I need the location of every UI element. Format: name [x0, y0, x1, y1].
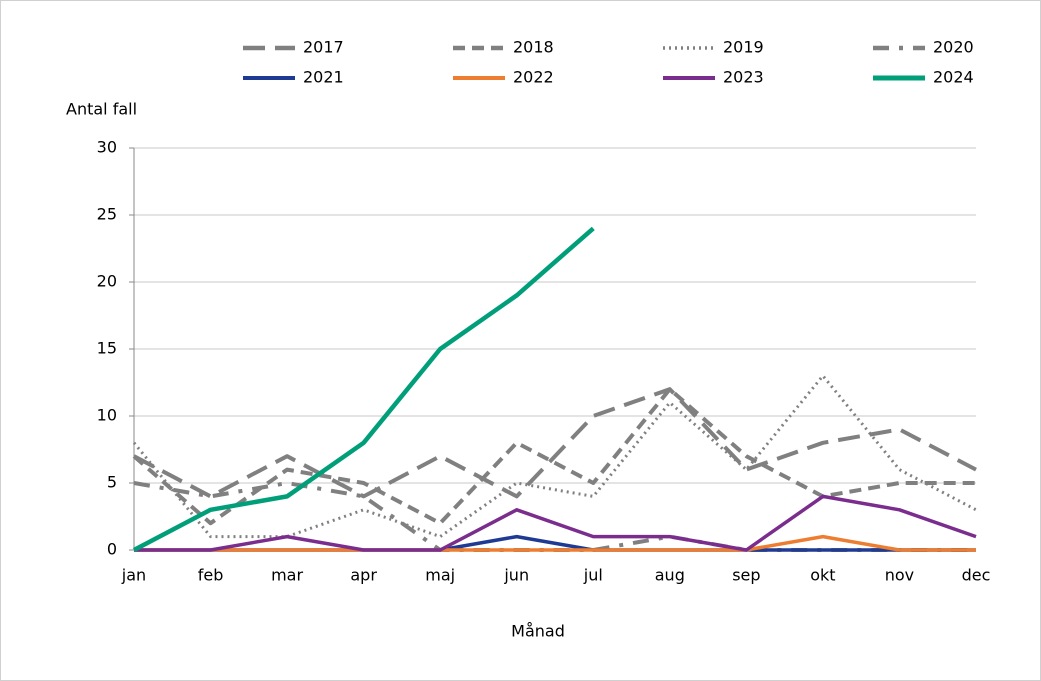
legend-label: 2018 [513, 38, 554, 57]
legend-label: 2022 [513, 68, 554, 87]
y-tick-label: 30 [97, 138, 117, 157]
x-tick-label: nov [885, 566, 914, 585]
x-tick-label: dec [962, 566, 991, 585]
x-tick-label: sep [732, 566, 760, 585]
legend-label: 2019 [723, 38, 764, 57]
y-tick-label: 15 [97, 339, 117, 358]
x-tick-label: apr [350, 566, 377, 585]
legend-label: 2024 [933, 68, 974, 87]
line-series [132, 387, 976, 526]
y-tick-label: 10 [97, 406, 117, 425]
x-tick-label: mar [271, 566, 303, 585]
line-series [134, 534, 976, 552]
line-series [134, 494, 977, 552]
x-tick-label: jun [503, 566, 529, 585]
x-tick-label: maj [425, 566, 455, 585]
line-series [132, 374, 977, 539]
legend-label: 2020 [933, 38, 974, 57]
x-tick-label: okt [810, 566, 835, 585]
y-axis-label: Antal fall [66, 100, 137, 119]
x-tick-label: aug [655, 566, 685, 585]
x-tick-label: feb [198, 566, 224, 585]
legend-label: 2023 [723, 68, 764, 87]
y-tick-label: 5 [107, 473, 117, 492]
line-series [132, 226, 595, 552]
x-axis-label: Månad [511, 622, 565, 641]
legend-label: 2017 [303, 38, 344, 57]
x-tick-label: jul [583, 566, 603, 585]
line-series [133, 387, 977, 499]
y-tick-label: 25 [97, 205, 117, 224]
x-tick-label: jan [121, 566, 146, 585]
y-tick-label: 0 [107, 540, 117, 559]
legend-label: 2021 [303, 68, 344, 87]
y-tick-label: 20 [97, 272, 117, 291]
